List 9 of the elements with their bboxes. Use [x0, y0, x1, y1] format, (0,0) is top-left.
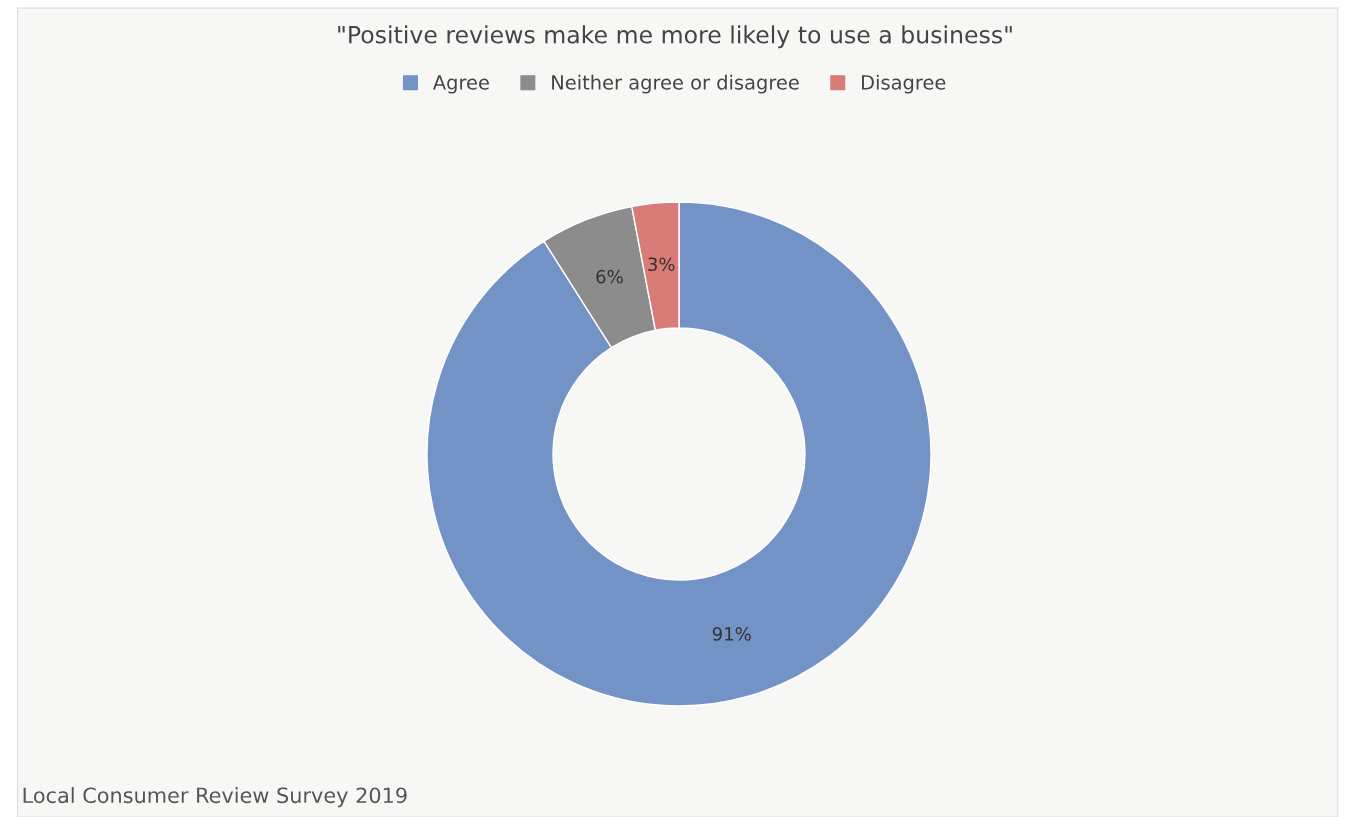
text: Local Consumer Review Survey 2019	[23, 787, 407, 808]
data-label: 6%	[596, 269, 623, 284]
chart-title: "Positive reviews make me more likely to use a business"	[338, 25, 1012, 49]
donut-slice	[426, 201, 932, 707]
legend-label: Neither agree or disagree	[552, 74, 799, 94]
data-label: 3%	[648, 257, 675, 272]
data-label: 91%	[712, 627, 751, 641]
legend-label: Disagree	[862, 74, 946, 94]
legend-label: Agree	[432, 75, 489, 94]
